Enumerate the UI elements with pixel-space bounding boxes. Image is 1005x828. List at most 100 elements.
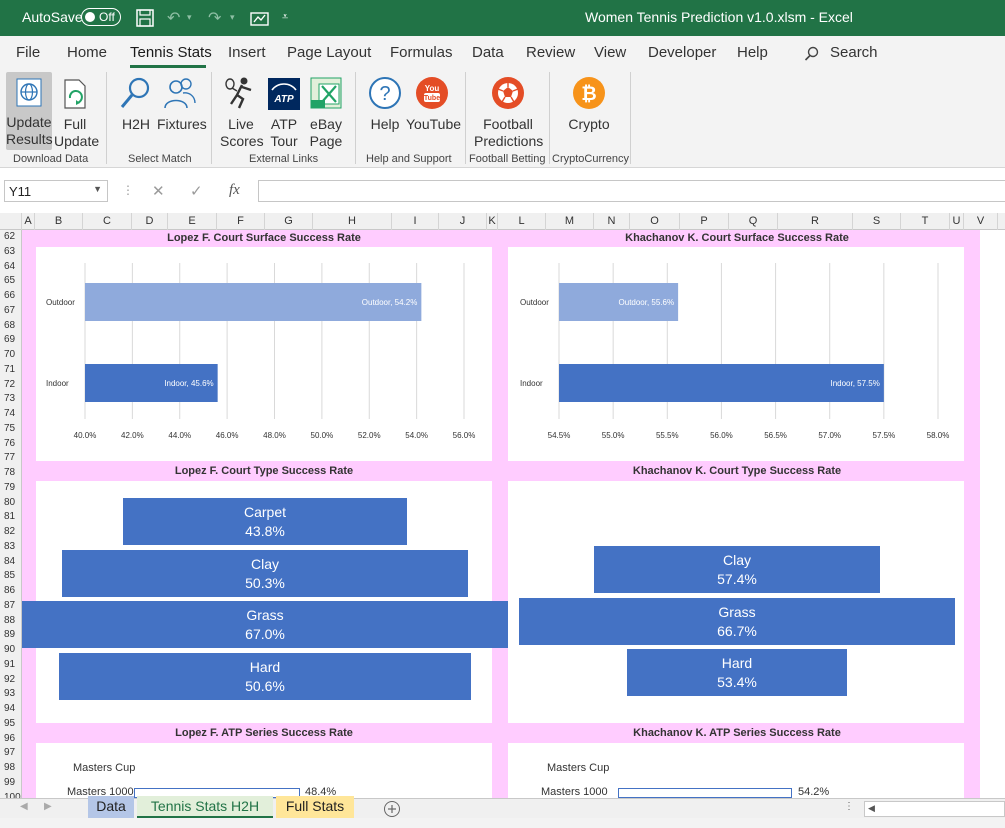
atp-tour-button[interactable]: ATP ATP Tour	[266, 72, 302, 150]
row-header-80[interactable]: 80	[4, 496, 16, 508]
row-header-65[interactable]: 65	[4, 275, 16, 287]
next-sheet-icon[interactable]: ▶	[44, 801, 52, 812]
row-header-63[interactable]: 63	[4, 245, 16, 257]
ebay-page-button[interactable]: eBay Page	[307, 72, 345, 150]
update-results-button[interactable]: Update Results	[6, 72, 53, 150]
row-header-69[interactable]: 69	[4, 334, 16, 346]
funnel-bar-clay[interactable]: Clay 57.4%	[594, 546, 880, 593]
row-header-64[interactable]: 64	[4, 260, 16, 272]
more-options-icon[interactable]: ⋮	[122, 183, 134, 197]
row-header-78[interactable]: 78	[4, 467, 16, 478]
row-header-100[interactable]: 100	[4, 791, 21, 799]
previous-sheet-icon[interactable]: ◀	[20, 801, 28, 812]
chart-lopez-court-type[interactable]: Carpet 43.8% Clay 50.3% Grass 67.0% Hard 50.6%	[22, 481, 624, 723]
select-all-corner[interactable]	[0, 213, 22, 230]
search-icon[interactable]	[804, 46, 820, 62]
chart-lopez-surface[interactable]: 40.0% 42.0% 44.0% 46.0% 48.0% 50.0% 52.0% 54.0%…	[36, 247, 492, 461]
bar-outdoor[interactable]	[85, 283, 422, 321]
row-header-76[interactable]: 76	[4, 437, 16, 449]
football-predictions-button[interactable]: Football Predictions	[474, 72, 543, 150]
insert-function-icon[interactable]: fx	[229, 182, 240, 198]
column-header-b[interactable]: B	[35, 213, 83, 230]
row-header-95[interactable]: 95	[4, 717, 16, 729]
row-header-68[interactable]: 68	[4, 319, 16, 331]
bar-indoor[interactable]	[559, 364, 884, 402]
column-header-m[interactable]: M	[546, 213, 594, 230]
crypto-button[interactable]: ₿ Crypto	[566, 72, 612, 133]
fixtures-button[interactable]: Fixtures	[157, 72, 207, 133]
column-header-i[interactable]: I	[392, 213, 439, 230]
tab-home[interactable]: Home	[67, 44, 108, 61]
row-header-92[interactable]: 92	[4, 673, 16, 685]
name-box[interactable]: Y11 ▼	[4, 180, 108, 202]
search-box[interactable]: Search	[830, 44, 878, 61]
undo-icon[interactable]: ↶	[167, 10, 181, 27]
row-header-70[interactable]: 70	[4, 349, 16, 360]
tab-splitter-icon[interactable]: ⋮	[844, 801, 854, 812]
enter-icon[interactable]: ✓	[190, 183, 203, 200]
row-header-66[interactable]: 66	[4, 290, 16, 301]
column-header-n[interactable]: N	[594, 213, 630, 230]
column-header-t[interactable]: T	[901, 213, 950, 230]
chart-lopez-atp-series[interactable]: Masters Cup Masters 1000 48.4%	[36, 743, 492, 798]
row-header-71[interactable]: 71	[4, 363, 16, 375]
tennis-stats-quick-icon[interactable]	[250, 10, 270, 26]
row-header-75[interactable]: 75	[4, 422, 16, 434]
row-header-74[interactable]: 74	[4, 408, 16, 419]
column-header-j[interactable]: J	[439, 213, 487, 230]
row-header-89[interactable]: 89	[4, 629, 16, 641]
row-header-79[interactable]: 79	[4, 481, 16, 493]
tab-help[interactable]: Help	[737, 44, 768, 61]
column-header-u[interactable]: U	[950, 213, 964, 230]
funnel-bar-grass[interactable]: Grass 66.7%	[519, 597, 955, 645]
tab-tennis-stats[interactable]: Tennis Stats	[130, 44, 212, 61]
funnel-bar-carpet[interactable]: Carpet 43.8%	[123, 498, 407, 545]
row-header-96[interactable]: 96	[4, 732, 16, 744]
row-header-99[interactable]: 99	[4, 776, 16, 788]
row-header-85[interactable]: 85	[4, 570, 16, 582]
add-sheet-icon[interactable]	[383, 800, 401, 818]
column-header-q[interactable]: Q	[729, 213, 778, 230]
column-header-a[interactable]: A	[22, 213, 35, 230]
row-header-87[interactable]: 87	[4, 599, 16, 611]
column-header-g[interactable]: G	[265, 213, 313, 230]
tab-data[interactable]: Data	[472, 44, 504, 61]
tab-insert[interactable]: Insert	[228, 44, 266, 61]
row-header-73[interactable]: 73	[4, 393, 16, 405]
funnel-bar-hard[interactable]: Hard 53.4%	[626, 649, 848, 696]
tab-page-layout[interactable]: Page Layout	[287, 44, 372, 61]
formula-input[interactable]	[258, 180, 1005, 202]
row-header-77[interactable]: 77	[4, 452, 16, 464]
column-header-e[interactable]: E	[168, 213, 217, 230]
column-header-f[interactable]: F	[217, 213, 265, 230]
h2h-button[interactable]: H2H	[118, 72, 154, 133]
row-header-98[interactable]: 98	[4, 762, 16, 773]
row-header-90[interactable]: 90	[4, 644, 16, 655]
redo-icon[interactable]: ↷	[208, 10, 222, 27]
redo-dropdown-icon[interactable]: ▾	[230, 12, 235, 22]
row-header-83[interactable]: 83	[4, 540, 16, 552]
row-header-82[interactable]: 82	[4, 526, 16, 537]
row-header-67[interactable]: 67	[4, 304, 16, 316]
full-update-button[interactable]: Full Update	[54, 72, 99, 150]
row-header-88[interactable]: 88	[4, 614, 16, 626]
funnel-bar-clay[interactable]: Clay 50.3%	[62, 549, 468, 597]
column-header-c[interactable]: C	[83, 213, 132, 230]
sheet-tab-data[interactable]: Data	[88, 796, 134, 818]
save-icon[interactable]	[136, 9, 154, 27]
column-header-h[interactable]: H	[313, 213, 392, 230]
tab-file[interactable]: File	[16, 44, 41, 61]
row-header-97[interactable]: 97	[4, 747, 16, 759]
autosave-toggle[interactable]: Off	[81, 8, 121, 26]
column-header-d[interactable]: D	[132, 213, 168, 230]
youtube-button[interactable]: You Tube YouTube	[406, 72, 461, 133]
row-header-94[interactable]: 94	[4, 703, 16, 714]
funnel-bar-hard[interactable]: Hard 50.6%	[59, 652, 471, 700]
chart-khachanov-surface[interactable]: 54.5% 55.0% 55.5% 56.0% 56.5% 57.0% 57.5% 58.0%…	[508, 247, 964, 461]
row-header-72[interactable]: 72	[4, 378, 16, 390]
bar-indoor[interactable]	[85, 364, 218, 402]
row-header-86[interactable]: 86	[4, 585, 16, 596]
chevron-down-icon[interactable]: ▼	[93, 184, 102, 194]
column-header-l[interactable]: L	[498, 213, 546, 230]
customize-toolbar-icon[interactable]: ⩡	[282, 11, 289, 23]
